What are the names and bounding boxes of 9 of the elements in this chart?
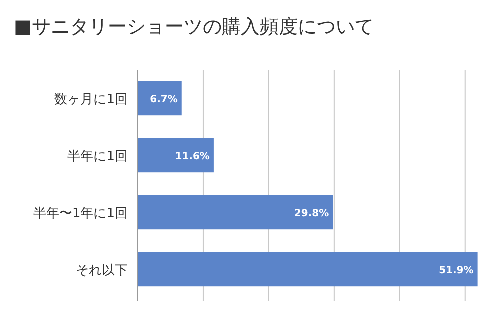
y-tick-label: それ以下	[76, 264, 128, 278]
chart-title: ■サニタリーショーツの購入頻度について	[14, 16, 374, 38]
data-label: 11.6%	[175, 152, 210, 162]
y-tick-label: 半年〜1年に1回	[33, 206, 128, 222]
y-tick-label: 数ヶ月に1回	[54, 92, 128, 108]
data-label: 51.9%	[439, 266, 474, 276]
data-label: 6.7%	[150, 94, 178, 106]
data-label: 29.8%	[294, 208, 330, 220]
y-tick-label: 半年に1回	[68, 150, 128, 164]
